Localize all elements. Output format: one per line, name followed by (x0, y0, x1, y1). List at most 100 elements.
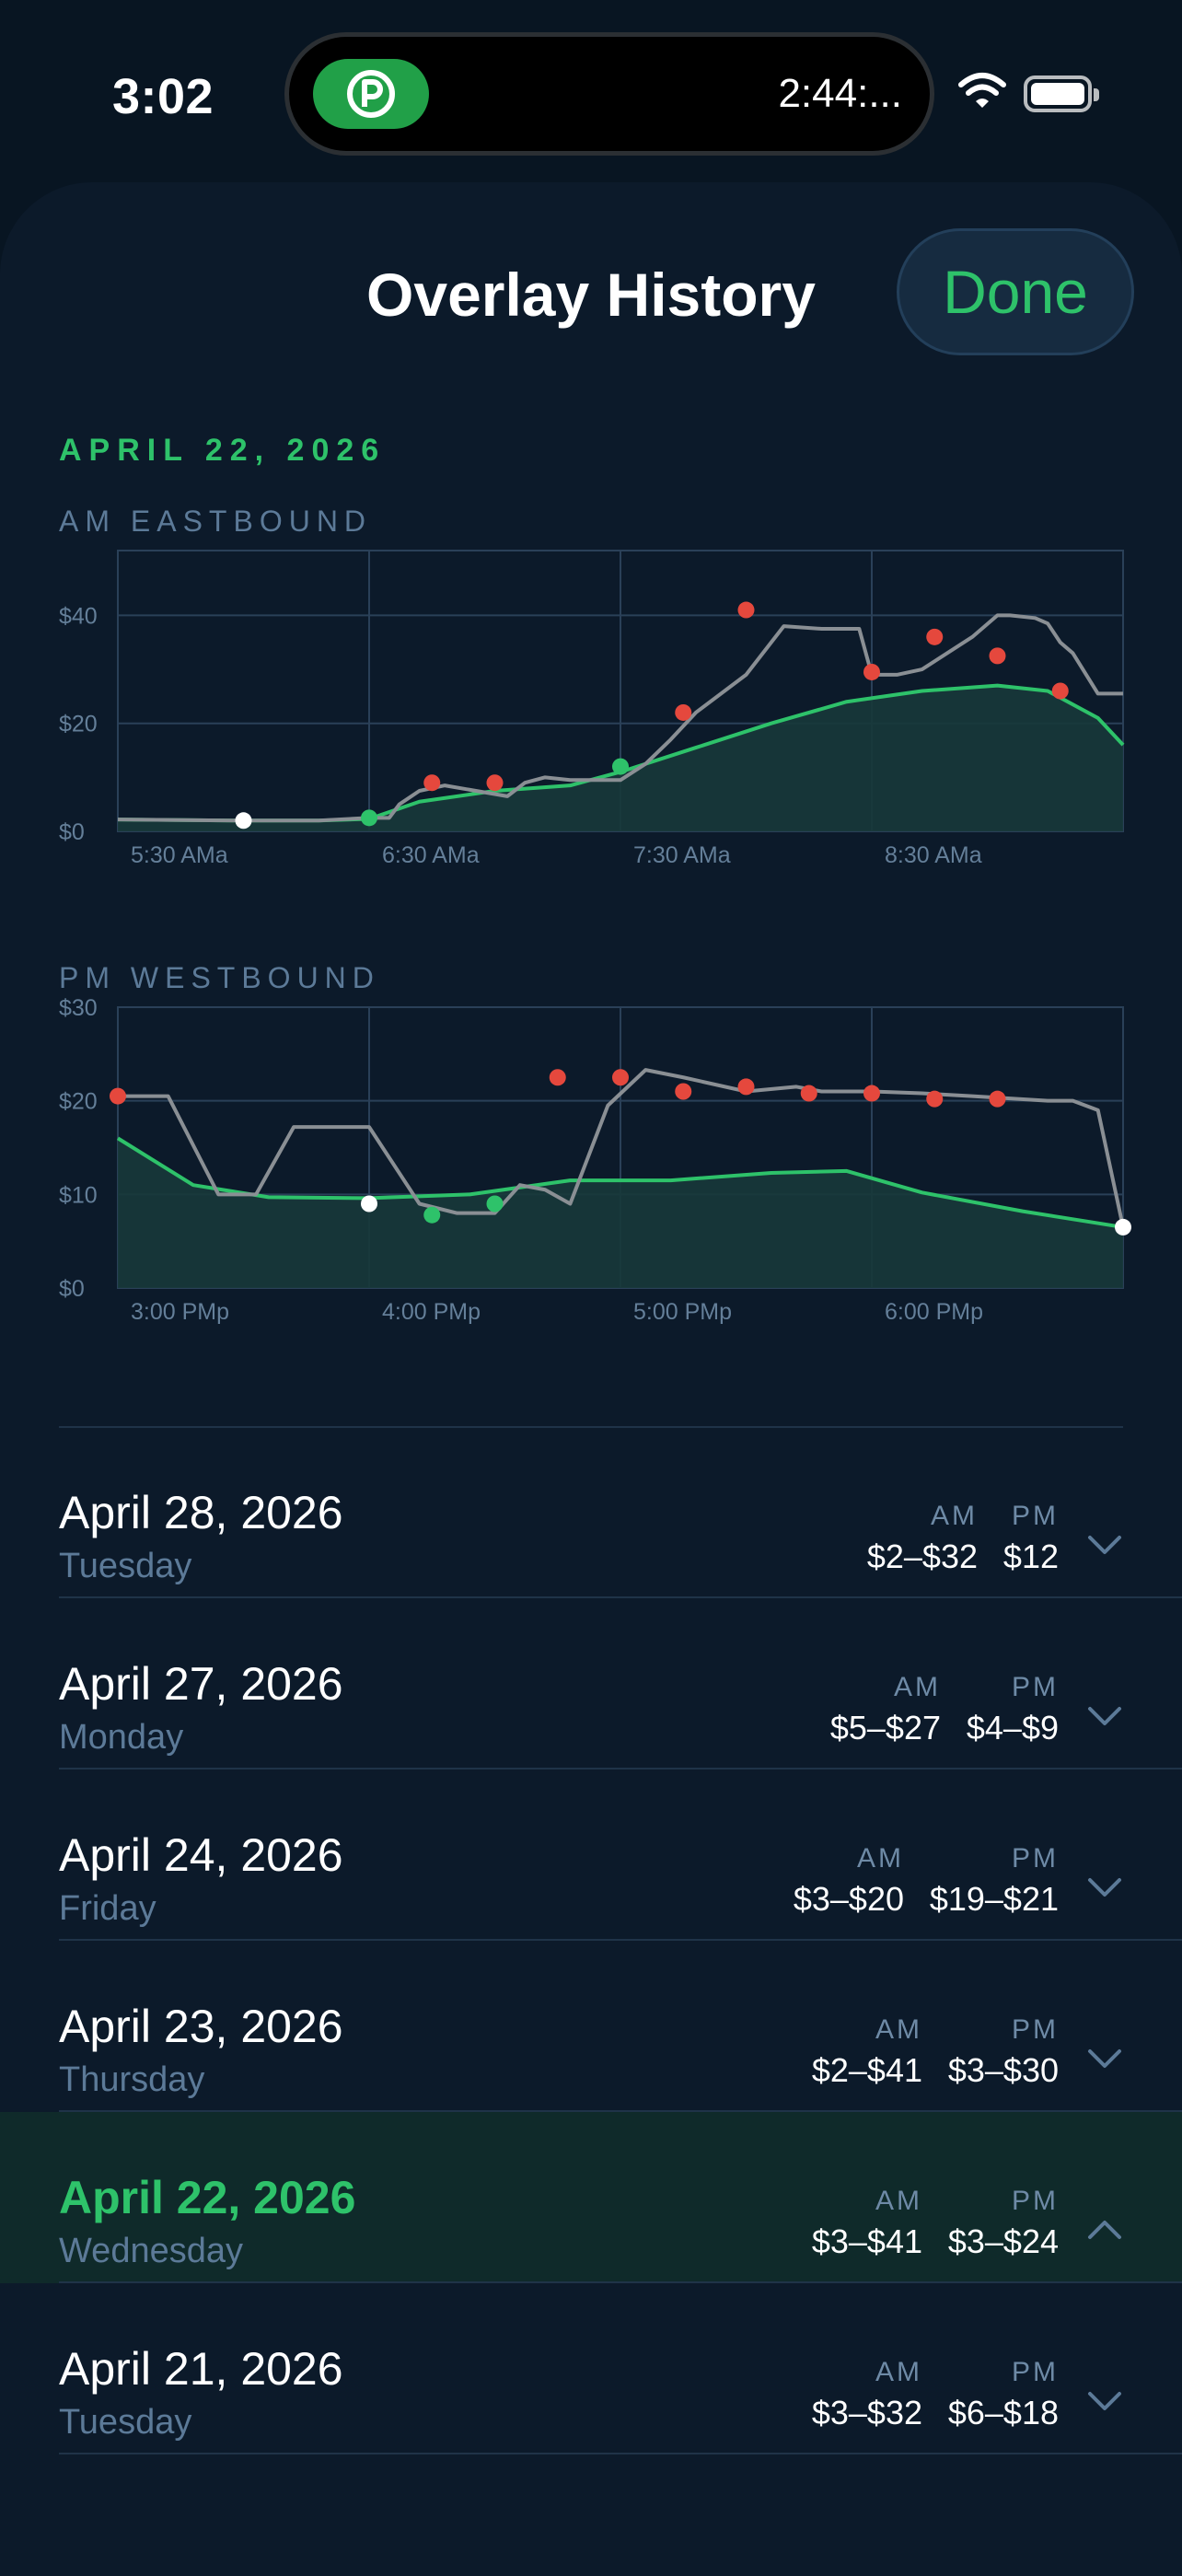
pm-price-range: PM $6–$18 (948, 2357, 1059, 2432)
y-tick-label: $30 (59, 995, 98, 1021)
history-weekday: Thursday (59, 2060, 205, 2099)
am-value: $2–$32 (866, 1537, 978, 1575)
parking-app-icon (313, 59, 429, 129)
price-point-green (612, 758, 629, 775)
price-point-green (423, 1206, 441, 1224)
history-date: April 22, 2026 (59, 2172, 356, 2223)
history-weekday: Tuesday (59, 1547, 192, 1585)
chevron-down-icon[interactable] (1086, 2386, 1123, 2416)
done-button[interactable]: Done (897, 228, 1134, 355)
am-price-range: AM $2–$32 (867, 1501, 978, 1576)
price-point-white (235, 812, 252, 830)
history-list: April 28, 2026 Tuesday AM $2–$32 PM $12 April … (0, 1427, 1182, 2454)
x-tick-label: 6:00 PMp (885, 1299, 983, 1325)
y-tick-label: $10 (59, 1182, 98, 1208)
history-row[interactable]: April 22, 2026 Wednesday AM $3–$41 PM $3–$24 (0, 2112, 1182, 2283)
history-row[interactable]: April 28, 2026 Tuesday AM $2–$32 PM $12 (0, 1427, 1182, 1598)
pm-price-range: PM $3–$30 (948, 2014, 1059, 2090)
price-point-red (863, 1085, 880, 1102)
average-area (118, 685, 1123, 831)
price-point-red (423, 774, 441, 792)
am-price-range: AM $5–$27 (830, 1672, 941, 1747)
pm-price-range: PM $12 (1003, 1501, 1059, 1576)
x-tick-label: 8:30 AMa (885, 842, 982, 868)
chevron-down-icon[interactable] (1086, 2044, 1123, 2073)
status-time: 3:02 (112, 69, 214, 124)
row-divider (59, 1939, 1182, 1941)
row-divider (59, 1596, 1182, 1598)
price-point-green (361, 809, 377, 827)
history-weekday: Friday (59, 1889, 156, 1928)
am-label: AM (931, 1501, 978, 1531)
price-point-white (361, 1195, 377, 1213)
pm-label: PM (1012, 2186, 1059, 2216)
x-tick-label: 5:00 PMp (633, 1299, 732, 1325)
x-tick-label: 3:00 PMp (131, 1299, 229, 1325)
pm-label: PM (1012, 1501, 1059, 1531)
am-price-range: AM $2–$41 (812, 2014, 922, 2090)
am-label: AM (875, 2186, 922, 2216)
pm-westbound-chart: $0 $10 $20 $30 3:00 PMp 4:00 PMp 5:00 PMp 6:00 … (59, 995, 1131, 1325)
price-point-red (612, 1069, 629, 1086)
wifi-icon (958, 73, 1006, 108)
history-date: April 21, 2026 (59, 2343, 343, 2395)
price-point-red (800, 1085, 817, 1102)
price-point-red (675, 1083, 692, 1100)
row-divider (59, 2110, 1182, 2112)
am-value: $3–$20 (793, 1880, 904, 1918)
am-eastbound-chart: $0 $20 $40 5:30 AMa 6:30 AMa 7:30 AMa 8:30 AMa (59, 550, 1125, 868)
history-row[interactable]: April 21, 2026 Tuesday AM $3–$32 PM $6–$18 (0, 2283, 1182, 2454)
dynamic-island[interactable]: 2:44:... (289, 37, 930, 151)
am-section-label: AM EASTBOUND (59, 505, 373, 538)
chevron-up-icon[interactable] (1086, 2215, 1123, 2245)
price-point-red (926, 1090, 944, 1108)
price-point-red (989, 1090, 1006, 1108)
price-point-white (1115, 1218, 1131, 1236)
y-tick-label: $20 (59, 1089, 98, 1115)
x-tick-label: 4:00 PMp (382, 1299, 481, 1325)
history-date: April 24, 2026 (59, 1829, 343, 1881)
am-value: $2–$41 (811, 2051, 922, 2089)
am-label: AM (894, 1672, 941, 1702)
price-point-red (1051, 682, 1069, 700)
price-point-red (110, 1087, 126, 1105)
pm-price-range: PM $19–$21 (930, 1843, 1059, 1919)
price-point-red (486, 774, 504, 792)
y-tick-label: $0 (59, 1276, 85, 1302)
price-point-red (989, 647, 1006, 665)
price-point-red (737, 601, 755, 619)
history-row[interactable]: April 23, 2026 Thursday AM $2–$41 PM $3–$30 (0, 1941, 1182, 2112)
price-point-green (486, 1195, 504, 1213)
chevron-down-icon[interactable] (1086, 1701, 1123, 1731)
am-price-range: AM $3–$20 (794, 1843, 904, 1919)
history-row[interactable]: April 27, 2026 Monday AM $5–$27 PM $4–$9 (0, 1598, 1182, 1770)
pm-value: $3–$24 (947, 2222, 1059, 2260)
pm-label: PM (1012, 1672, 1059, 1702)
am-value: $5–$27 (829, 1709, 941, 1746)
history-weekday: Wednesday (59, 2232, 243, 2270)
row-divider (59, 2453, 1182, 2454)
pm-value: $19–$21 (929, 1880, 1059, 1918)
pm-price-range: PM $3–$24 (948, 2186, 1059, 2261)
am-value: $3–$41 (811, 2222, 922, 2260)
am-label: AM (875, 2014, 922, 2045)
history-date: April 28, 2026 (59, 1487, 343, 1538)
activity-timer: 2:44:... (778, 71, 902, 116)
pm-label: PM (1012, 2014, 1059, 2045)
chevron-down-icon[interactable] (1086, 1530, 1123, 1560)
x-tick-label: 5:30 AMa (131, 842, 228, 868)
chevron-down-icon[interactable] (1086, 1873, 1123, 1902)
am-price-range: AM $3–$32 (812, 2357, 922, 2432)
pm-label: PM (1012, 1843, 1059, 1874)
am-value: $3–$32 (811, 2394, 922, 2431)
history-date: April 27, 2026 (59, 1658, 343, 1710)
history-row[interactable]: April 24, 2026 Friday AM $3–$20 PM $19–$21 (0, 1770, 1182, 1941)
am-price-range: AM $3–$41 (812, 2186, 922, 2261)
am-label: AM (875, 2357, 922, 2387)
x-tick-label: 6:30 AMa (382, 842, 480, 868)
price-point-red (926, 628, 944, 645)
price-point-red (737, 1078, 755, 1096)
actual-price-line (118, 1068, 1125, 1228)
pm-value: $3–$30 (947, 2051, 1059, 2089)
history-weekday: Tuesday (59, 2403, 192, 2442)
